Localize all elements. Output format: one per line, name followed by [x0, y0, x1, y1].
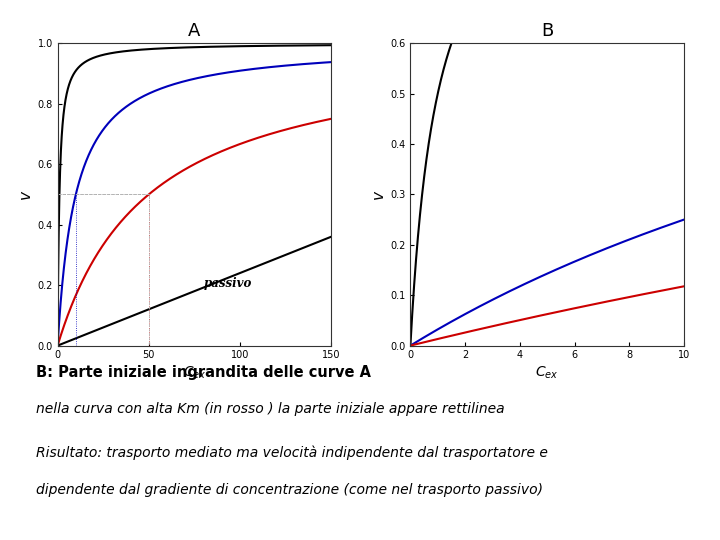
Y-axis label: v: v: [371, 190, 386, 199]
Text: nella curva con alta Km (in rosso ) la parte iniziale appare rettilinea: nella curva con alta Km (in rosso ) la p…: [36, 402, 505, 416]
Y-axis label: v: v: [18, 190, 33, 199]
Title: A: A: [188, 22, 201, 40]
Text: Risultato: trasporto mediato ma velocità indipendente dal trasportatore e: Risultato: trasporto mediato ma velocità…: [36, 446, 548, 460]
X-axis label: $C_{ex}$: $C_{ex}$: [183, 364, 206, 381]
Text: dipendente dal gradiente di concentrazione (come nel trasporto passivo): dipendente dal gradiente di concentrazio…: [36, 483, 543, 497]
X-axis label: $C_{ex}$: $C_{ex}$: [536, 364, 559, 381]
Text: passivo: passivo: [204, 276, 252, 289]
Title: B: B: [541, 22, 554, 40]
Text: B: Parte iniziale ingrandita delle curve A: B: Parte iniziale ingrandita delle curve…: [36, 364, 371, 380]
